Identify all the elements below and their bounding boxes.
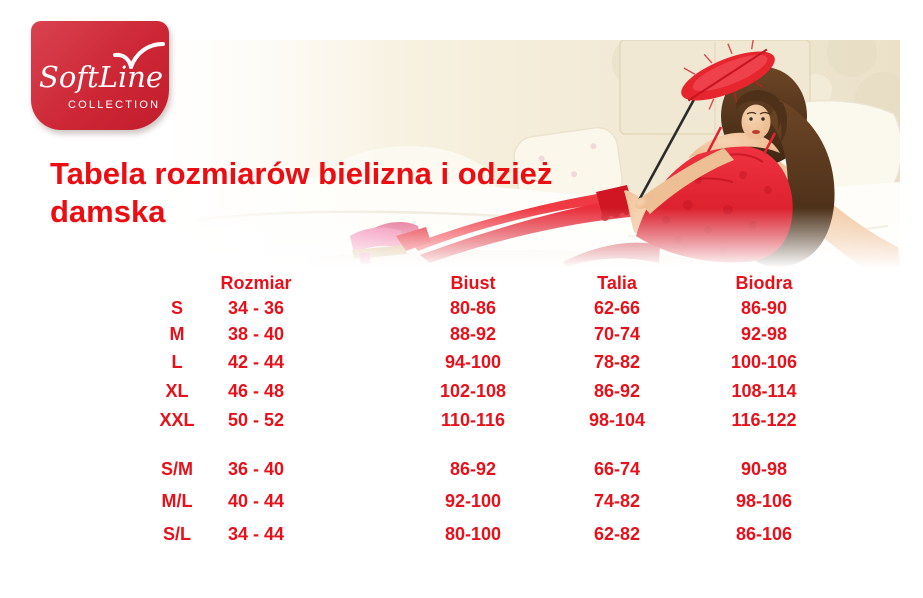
table-row: M 38 - 40 88-92 70-74 92-98 xyxy=(0,324,923,346)
hand xyxy=(634,197,650,209)
cell-talia: 66-74 xyxy=(593,459,641,479)
cell-biust: 80-86 xyxy=(449,298,497,318)
banner-photo-illustration xyxy=(168,40,900,268)
cell-biust: 80-100 xyxy=(444,524,502,544)
table-row: XXL 50 - 52 110-116 98-104 116-122 xyxy=(0,410,923,432)
cell-rozmiar: 34 - 44 xyxy=(227,524,285,544)
header-talia: Talia xyxy=(597,273,637,293)
table-header-row: Rozmiar Biust Talia Biodra xyxy=(0,273,923,295)
cell-rozmiar: 36 - 40 xyxy=(227,459,285,479)
cell-biodra: 92-98 xyxy=(740,324,788,344)
banner: SoftLine COLLECTION Tabela rozmiarów bie… xyxy=(0,0,923,270)
table-row: L 42 - 44 94-100 78-82 100-106 xyxy=(0,352,923,374)
cell-biodra: 86-106 xyxy=(735,524,793,544)
hair-side xyxy=(770,102,788,144)
cell-size: L xyxy=(171,352,183,372)
cell-talia: 86-92 xyxy=(593,381,641,401)
cell-biodra: 116-122 xyxy=(731,410,797,430)
face xyxy=(741,104,771,140)
softline-logo: SoftLine COLLECTION xyxy=(31,21,169,130)
table-row: XL 46 - 48 102-108 86-92 108-114 xyxy=(0,381,923,403)
cell-size: XL xyxy=(165,381,189,401)
table-row: S/L 34 - 44 80-100 62-82 86-106 xyxy=(0,524,923,546)
cell-size: M/L xyxy=(161,491,193,511)
logo-brand-text: SoftLine xyxy=(39,60,163,94)
cell-size: XXL xyxy=(159,410,195,430)
cell-biust: 92-100 xyxy=(444,491,502,511)
cell-rozmiar: 46 - 48 xyxy=(227,381,285,401)
header-biust: Biust xyxy=(450,273,496,293)
cell-size: S/L xyxy=(162,524,191,544)
cell-size: S xyxy=(170,298,183,318)
cell-rozmiar: 34 - 36 xyxy=(227,298,285,318)
page-title: Tabela rozmiarów bielizna i odzież damsk… xyxy=(50,155,552,231)
cell-biodra: 98-106 xyxy=(735,491,793,511)
header-rozmiar: Rozmiar xyxy=(220,273,292,293)
cell-size: M xyxy=(169,324,185,344)
table-row: S/M 36 - 40 86-92 66-74 90-98 xyxy=(0,459,923,481)
cell-size: S/M xyxy=(160,459,193,479)
cell-talia: 70-74 xyxy=(593,324,641,344)
red-feather xyxy=(681,40,775,110)
cell-talia: 74-82 xyxy=(593,491,641,511)
cell-biust: 86-92 xyxy=(449,459,497,479)
cell-rozmiar: 40 - 44 xyxy=(227,491,285,511)
logo-subtitle-text: COLLECTION xyxy=(68,99,160,111)
cell-biust: 102-108 xyxy=(439,381,507,401)
table-row: M/L 40 - 44 92-100 74-82 98-106 xyxy=(0,491,923,513)
cell-biodra: 86-90 xyxy=(740,298,788,318)
page-title-line1: Tabela rozmiarów bielizna i odzież xyxy=(50,156,553,191)
table-row: S 34 - 36 80-86 62-66 86-90 xyxy=(0,298,923,320)
cell-talia: 98-104 xyxy=(588,410,646,430)
page-title-line2: damska xyxy=(50,194,166,229)
hair-fringe xyxy=(736,90,782,130)
cell-biust: 94-100 xyxy=(444,352,502,372)
cell-biodra: 100-106 xyxy=(730,352,798,372)
header-biodra: Biodra xyxy=(735,273,793,293)
cell-rozmiar: 42 - 44 xyxy=(227,352,285,372)
cell-biodra: 108-114 xyxy=(731,381,797,401)
stocking-leg xyxy=(412,191,623,251)
cell-biodra: 90-98 xyxy=(740,459,788,479)
cell-rozmiar: 50 - 52 xyxy=(227,410,285,430)
bird-swoosh-icon xyxy=(113,42,165,69)
cell-talia: 62-66 xyxy=(593,298,641,318)
cell-talia: 78-82 xyxy=(593,352,641,372)
cell-rozmiar: 38 - 40 xyxy=(227,324,285,344)
cell-biust: 110-116 xyxy=(440,410,506,430)
softline-logo-art: SoftLine COLLECTION xyxy=(39,42,165,111)
feather-tickler-rod xyxy=(636,93,699,203)
cell-biust: 88-92 xyxy=(449,324,497,344)
cell-talia: 62-82 xyxy=(593,524,641,544)
